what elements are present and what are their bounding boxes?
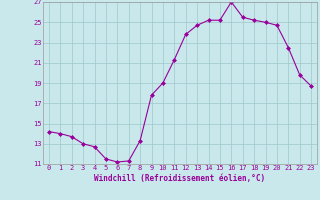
X-axis label: Windchill (Refroidissement éolien,°C): Windchill (Refroidissement éolien,°C): [94, 174, 266, 183]
